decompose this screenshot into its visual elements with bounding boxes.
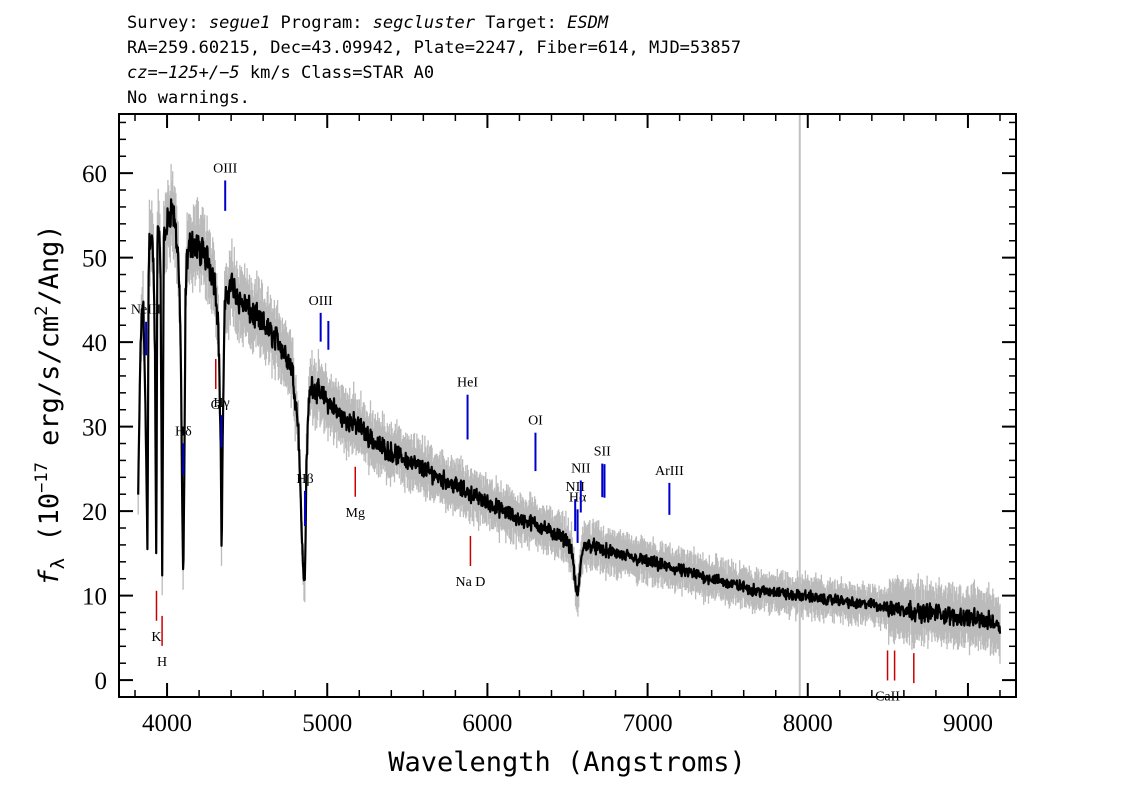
x-axis-ticks: 4000 5000 6000 7000 8000 9000: [134, 114, 1001, 737]
absorption-label: Mg: [346, 506, 365, 521]
emission-label: HeI: [457, 376, 478, 391]
plot-frame: [118, 113, 1017, 698]
x-tick-label: 8000: [783, 710, 833, 737]
emission-label: Hβ: [296, 472, 313, 487]
y-tick-label: 50: [82, 246, 107, 273]
y-tick-label: 30: [82, 415, 107, 442]
y-tick-label: 0: [95, 668, 108, 695]
error-band-path: [137, 163, 1001, 664]
spectral-line-markers: NeIIIHδHγOIIIHβOIIIHeIOINIIHαNIISIIArIII…: [131, 161, 915, 704]
absorption-label: Na D: [455, 575, 485, 590]
flux-line: [137, 198, 1002, 634]
x-tick-label: 5000: [302, 710, 352, 737]
x-tick-label: 9000: [943, 710, 993, 737]
absorption-label: K: [151, 630, 161, 645]
x-tick-label: 7000: [623, 710, 673, 737]
error-band: [137, 163, 1001, 664]
y-axis-label: fλ (10−17 erg/s/cm2/Ang): [32, 224, 69, 585]
x-tick-label: 4000: [142, 710, 192, 737]
emission-label: NII: [571, 461, 591, 476]
y-tick-label: 10: [82, 584, 107, 611]
y-tick-label: 60: [82, 161, 107, 188]
absorption-label: H: [157, 655, 167, 670]
header: Survey: segue1 Program: segcluster Targe…: [127, 13, 741, 108]
x-tick-label: 6000: [462, 710, 512, 737]
header-line-4: No warnings.: [127, 88, 250, 108]
header-line-2: RA=259.60215, Dec=43.09942, Plate=2247, …: [127, 38, 741, 58]
y-tick-label: 40: [82, 330, 107, 357]
flux-series: [137, 198, 1002, 634]
emission-label: OIII: [213, 161, 237, 176]
emission-label: OI: [528, 414, 543, 429]
emission-label: Hα: [569, 490, 587, 505]
y-axis-ticks: 0 10 20 30 40 50 60: [82, 121, 1016, 695]
header-line-3: cz=−125+/−5 km/s Class=STAR A0: [127, 63, 434, 83]
emission-label: ArIII: [655, 464, 684, 479]
y-tick-label: 20: [82, 499, 107, 526]
emission-label: OIII: [309, 294, 333, 309]
emission-label: Hγ: [213, 396, 229, 411]
absorption-label: G: [211, 398, 221, 413]
header-line-1: Survey: segue1 Program: segcluster Targe…: [127, 13, 609, 33]
emission-label: NeIII: [131, 303, 162, 318]
emission-label: SII: [594, 445, 611, 460]
emission-label: Hδ: [175, 424, 192, 439]
x-axis-label: Wavelength (Angstroms): [388, 747, 746, 778]
